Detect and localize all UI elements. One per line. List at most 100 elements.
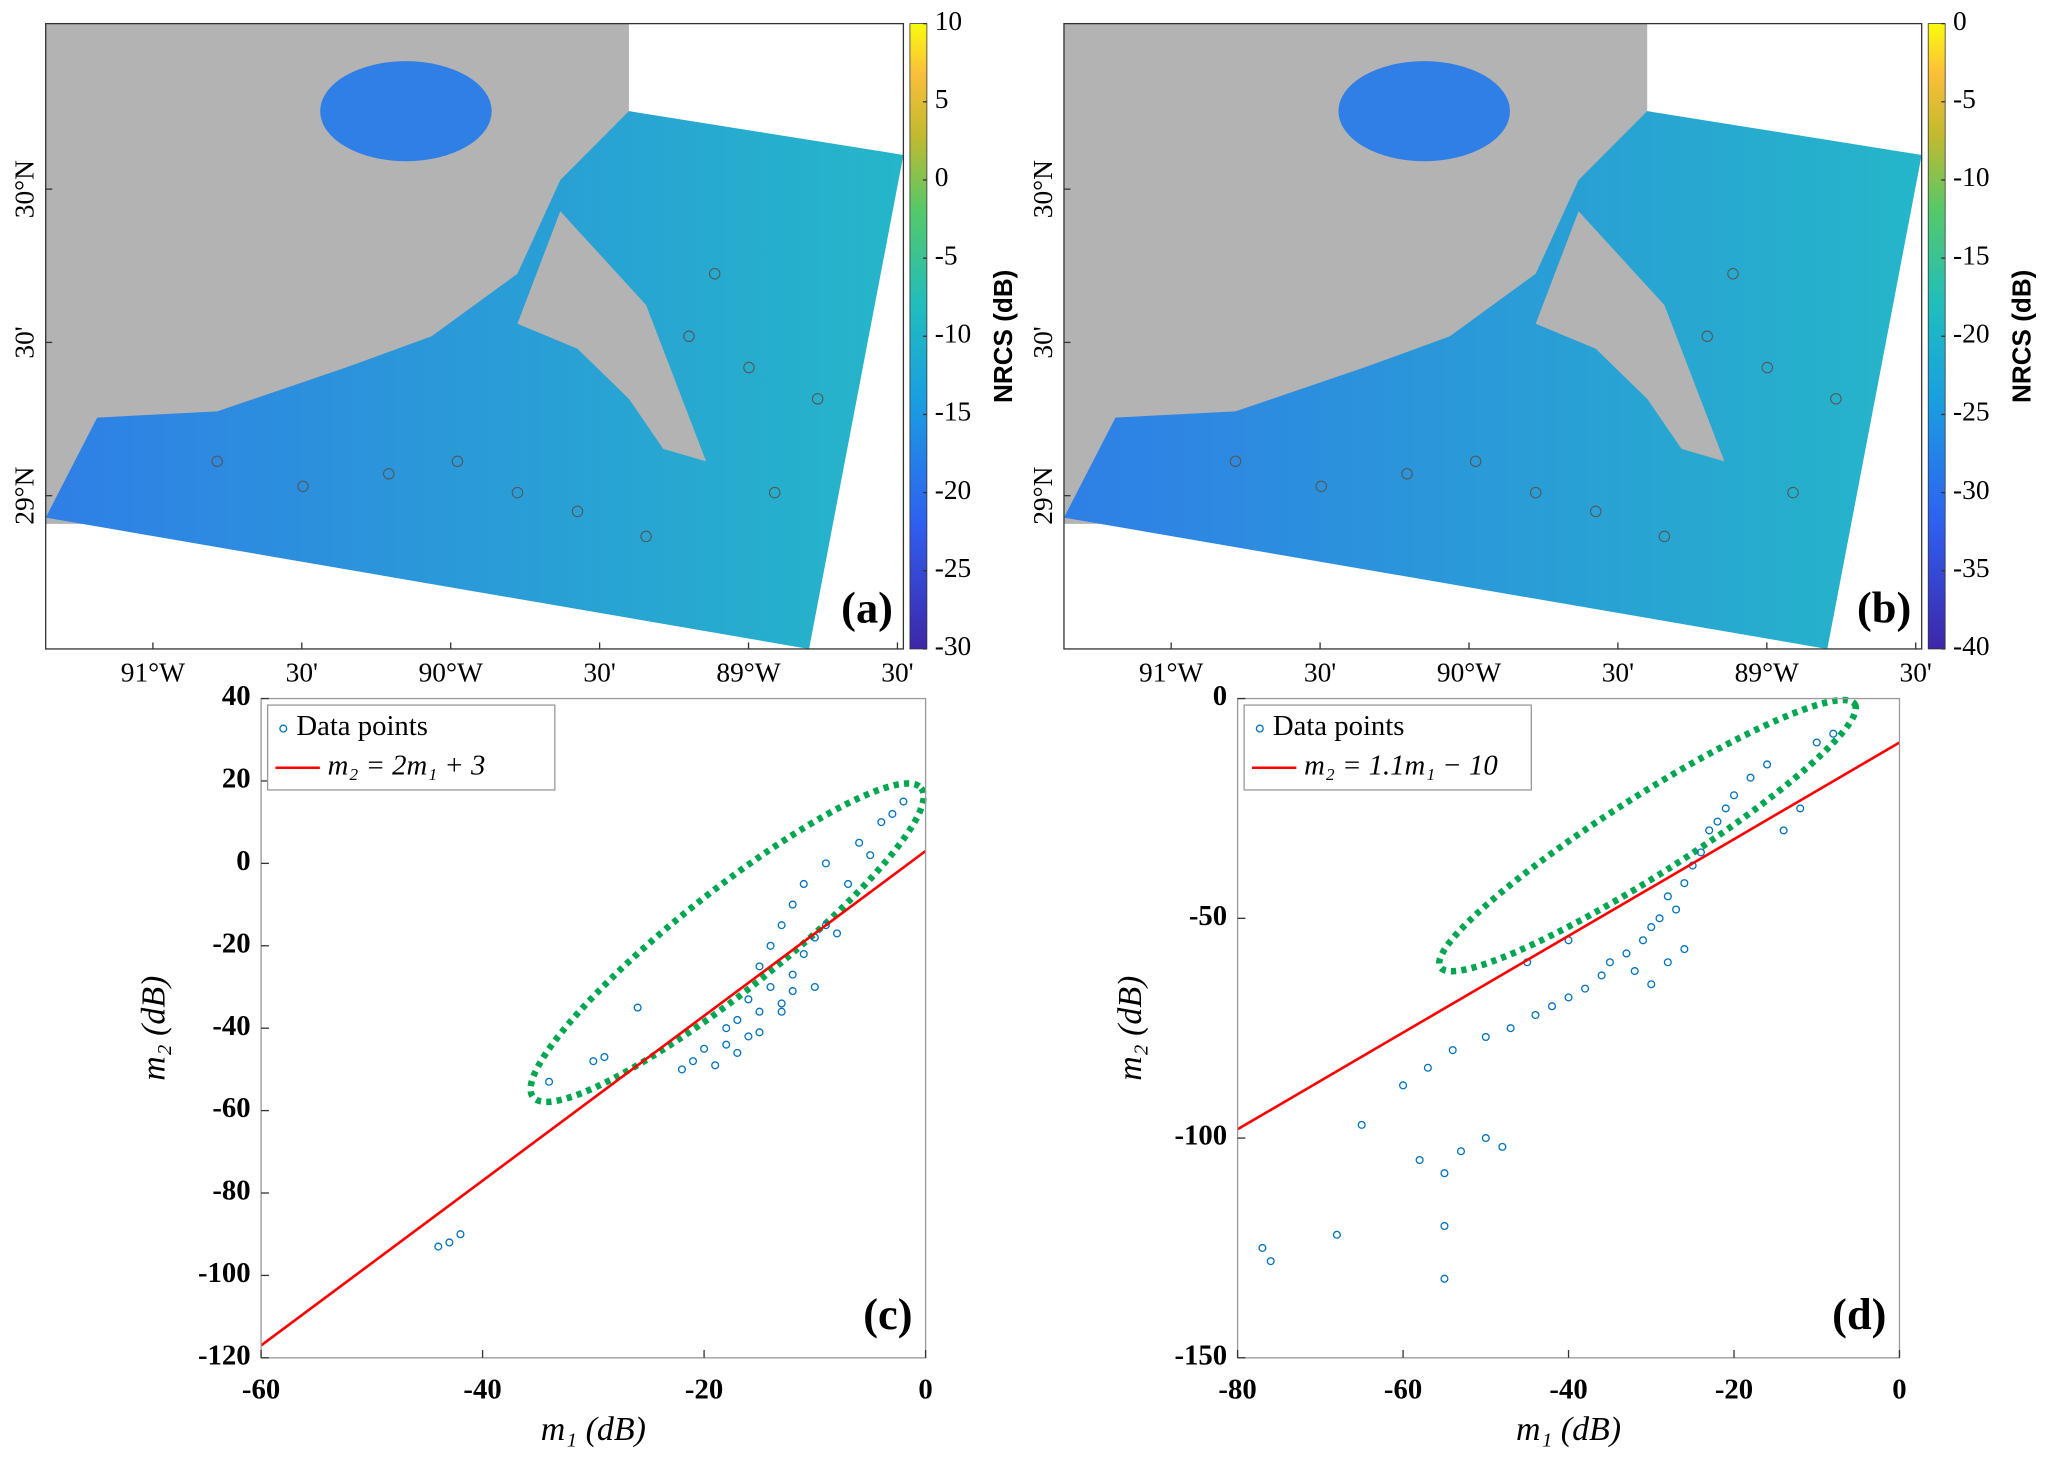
legend-label: m₂ = 1.1m₁ − 10 [1304,749,1498,781]
data-point [733,1048,742,1057]
data-point [456,1230,465,1239]
x-tick-label: 30' [1602,657,1634,687]
data-point [1812,738,1821,747]
y-axis-label: m₂ (dB) [1112,976,1149,1081]
data-point [821,859,830,868]
data-point [1746,773,1755,782]
x-axis-label: m₁ (dB) [541,1411,646,1448]
data-point [1415,1155,1424,1165]
y-tick-label: 30' [10,326,40,358]
x-tick-label: 91°W [121,657,185,687]
data-point [766,941,775,950]
detection [1701,330,1713,343]
detection [511,486,524,499]
x-tick-label: -40 [1549,1373,1587,1405]
colorbar-tick-label: -15 [1953,240,1990,270]
detection [1787,486,1799,499]
colorbar-tick-label: -30 [1953,475,1990,505]
colorbar-tick-label: -40 [1953,631,1990,661]
data-point [799,949,808,959]
data-point [821,921,830,930]
data-point [1506,1024,1515,1033]
x-tick-label: 89°W [1735,657,1799,687]
x-tick-label: 0 [1892,1373,1906,1405]
data-point [1581,984,1590,993]
x-axis-label: m₁ (dB) [1516,1411,1621,1448]
data-point [1630,967,1639,976]
data-point [1647,980,1656,989]
colorbar-tick-label: -30 [935,631,972,661]
y-tick-label: -100 [1174,1120,1227,1152]
colorbar-tick-label: -10 [935,319,972,349]
data-point [1829,729,1838,738]
data-point [1638,936,1648,945]
data-point [1622,949,1631,958]
delta [517,211,707,462]
detection [640,530,652,543]
delta [1535,211,1725,462]
data-point [1721,804,1730,813]
data-point [755,962,764,971]
x-tick-label: 90°W [1437,657,1501,687]
data-point [434,1242,443,1251]
data-point [788,987,797,996]
detection [811,393,824,405]
sea [1063,111,1922,649]
data-point [1357,1120,1366,1129]
x-tick-label: 30' [583,657,615,687]
data-point [1696,848,1705,857]
detection [1401,468,1413,480]
data-point [1456,1147,1466,1156]
data-point [1672,905,1681,914]
data-point [722,1024,731,1033]
data-point [844,879,853,889]
data-point [1481,1134,1490,1143]
data-point [544,1077,554,1086]
data-point [688,1057,698,1066]
data-point [777,1007,786,1016]
data-point [1440,1274,1449,1283]
data-point [777,999,786,1008]
data-point [1547,1002,1557,1011]
data-point [744,995,753,1004]
data-point [1399,1081,1408,1090]
axes-frame [260,697,927,1359]
detection [297,480,309,493]
colorbar-tick-label: -15 [935,397,972,427]
x-tick-label: 30' [1900,657,1932,687]
data-point [1440,1221,1449,1231]
data-point [1763,760,1772,769]
colorbar-tick-label: 0 [1953,6,1967,36]
x-tick-label: -60 [1384,1373,1422,1405]
x-tick-label: -80 [1218,1373,1256,1405]
data-point [866,851,875,860]
data-point [788,970,797,979]
data-point [711,1061,720,1070]
y-tick-label: 40 [222,680,251,712]
data-point [788,900,797,909]
detection [451,455,464,468]
detection [1229,455,1242,468]
detection [1658,530,1671,543]
y-tick-label: 0 [236,845,250,877]
x-tick-label: -20 [685,1373,723,1405]
x-tick-label: 89°W [716,657,780,687]
data-point [1564,993,1573,1002]
data-point [766,982,775,992]
legend-label: Data points [296,710,428,742]
data-point [1605,958,1614,967]
detection [1761,361,1774,374]
data-point [1332,1230,1341,1239]
detection [1727,268,1739,280]
lake [320,61,492,162]
data-point [677,1065,686,1074]
x-tick-label: 0 [918,1373,932,1405]
detection [1830,393,1842,405]
colorbar-tick-label: -20 [1953,319,1990,349]
legend-box [1243,704,1532,791]
data-point [744,1032,753,1041]
x-tick-label: -60 [242,1373,280,1405]
data-point [755,1007,764,1016]
data-point [777,921,786,930]
detection [1469,455,1482,468]
